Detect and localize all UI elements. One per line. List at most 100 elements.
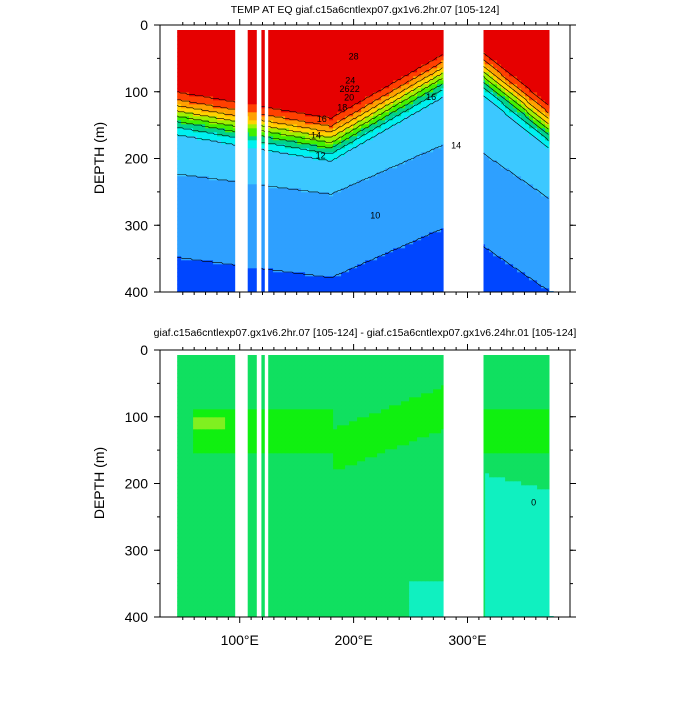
temperature-cell [193,212,198,217]
temperature-cell [393,156,398,161]
temperature-cell [293,112,298,117]
temperature-cell [229,184,234,189]
temperature-cell [433,96,438,101]
temperature-cell [177,284,182,289]
temperature-cell [285,200,290,205]
temperature-cell [253,204,258,209]
temperature-cell [277,168,282,173]
temperature-cell [261,120,266,125]
temperature-cell [205,92,210,97]
temperature-cell [437,248,442,253]
temperature-cell [181,64,186,69]
temperature-cell [281,276,286,281]
temperature-cell [385,268,390,273]
temperature-cell [261,272,266,277]
temperature-cell [433,252,438,257]
temperature-cell [381,212,386,217]
temperature-cell [273,112,278,117]
temperature-cell [229,212,234,217]
temperature-cell [441,36,446,41]
temperature-cell [345,140,350,145]
temperature-cell [325,152,330,157]
temperature-cell [329,28,334,33]
temperature-cell [217,212,222,217]
temperature-cell [269,176,274,181]
temperature-cell [409,108,414,113]
temperature-cell [205,276,210,281]
temperature-cell [441,184,446,189]
temperature-cell [193,192,198,197]
temperature-cell [341,276,346,281]
panel1-title: TEMP AT EQ giaf.c15a6cntlexp07.gx1v6.2hr… [231,4,500,16]
temperature-cell [185,56,190,61]
temperature-cell [433,196,438,201]
temperature-cell [217,180,222,185]
temperature-cell [413,192,418,197]
temperature-cell [273,48,278,53]
temperature-cell [437,152,442,157]
temperature-cell [345,48,350,53]
temperature-cell [425,256,430,261]
temperature-cell [221,168,226,173]
temperature-cell [393,248,398,253]
temperature-cell [329,144,334,149]
temperature-cell [441,156,446,161]
temperature-cell [289,44,294,49]
temperature-cell [433,108,438,113]
temperature-cell [313,104,318,109]
temperature-cell [253,88,258,93]
temperature-cell [229,68,234,73]
temperature-cell [381,204,386,209]
temperature-cell [433,156,438,161]
temperature-cell [217,268,222,273]
temperature-cell [357,240,362,245]
temperature-cell [225,108,230,113]
temperature-cell [205,72,210,77]
temperature-cell [333,44,338,49]
temperature-cell [253,180,258,185]
temperature-cell [289,136,294,141]
temperature-cell [437,132,442,137]
temperature-cell [341,64,346,69]
temperature-cell [305,104,310,109]
temperature-cell [377,148,382,153]
temperature-cell [325,176,330,181]
temperature-cell [205,64,210,69]
temperature-cell [293,172,298,177]
temperature-cell [285,164,290,169]
temperature-cell [409,244,414,249]
temperature-cell [325,224,330,229]
temperature-cell [397,236,402,241]
temperature-cell [349,84,354,89]
temperature-cell [349,52,354,57]
temperature-cell [289,252,294,257]
temperature-cell [369,112,374,117]
temperature-cell [397,140,402,145]
temperature-cell [429,204,434,209]
temperature-cell [401,116,406,121]
temperature-cell [285,228,290,233]
temperature-cell [373,40,378,45]
temperature-cell [413,36,418,41]
temperature-cell [253,164,258,169]
temperature-cell [269,276,274,281]
temperature-cell [349,92,354,97]
temperature-cell [393,260,398,265]
temperature-cell [277,104,282,109]
temperature-cell [389,180,394,185]
temperature-cell [309,268,314,273]
temperature-cell [429,108,434,113]
temperature-cell [377,212,382,217]
temperature-cell [189,156,194,161]
temperature-cell [281,84,286,89]
temperature-cell [421,176,426,181]
temperature-cell [181,136,186,141]
temperature-cell [177,212,182,217]
temperature-cell [209,212,214,217]
temperature-cell [181,28,186,33]
temperature-cell [377,280,382,285]
temperature-cell [441,204,446,209]
temperature-cell [221,176,226,181]
temperature-cell [213,144,218,149]
temperature-cell [357,248,362,253]
